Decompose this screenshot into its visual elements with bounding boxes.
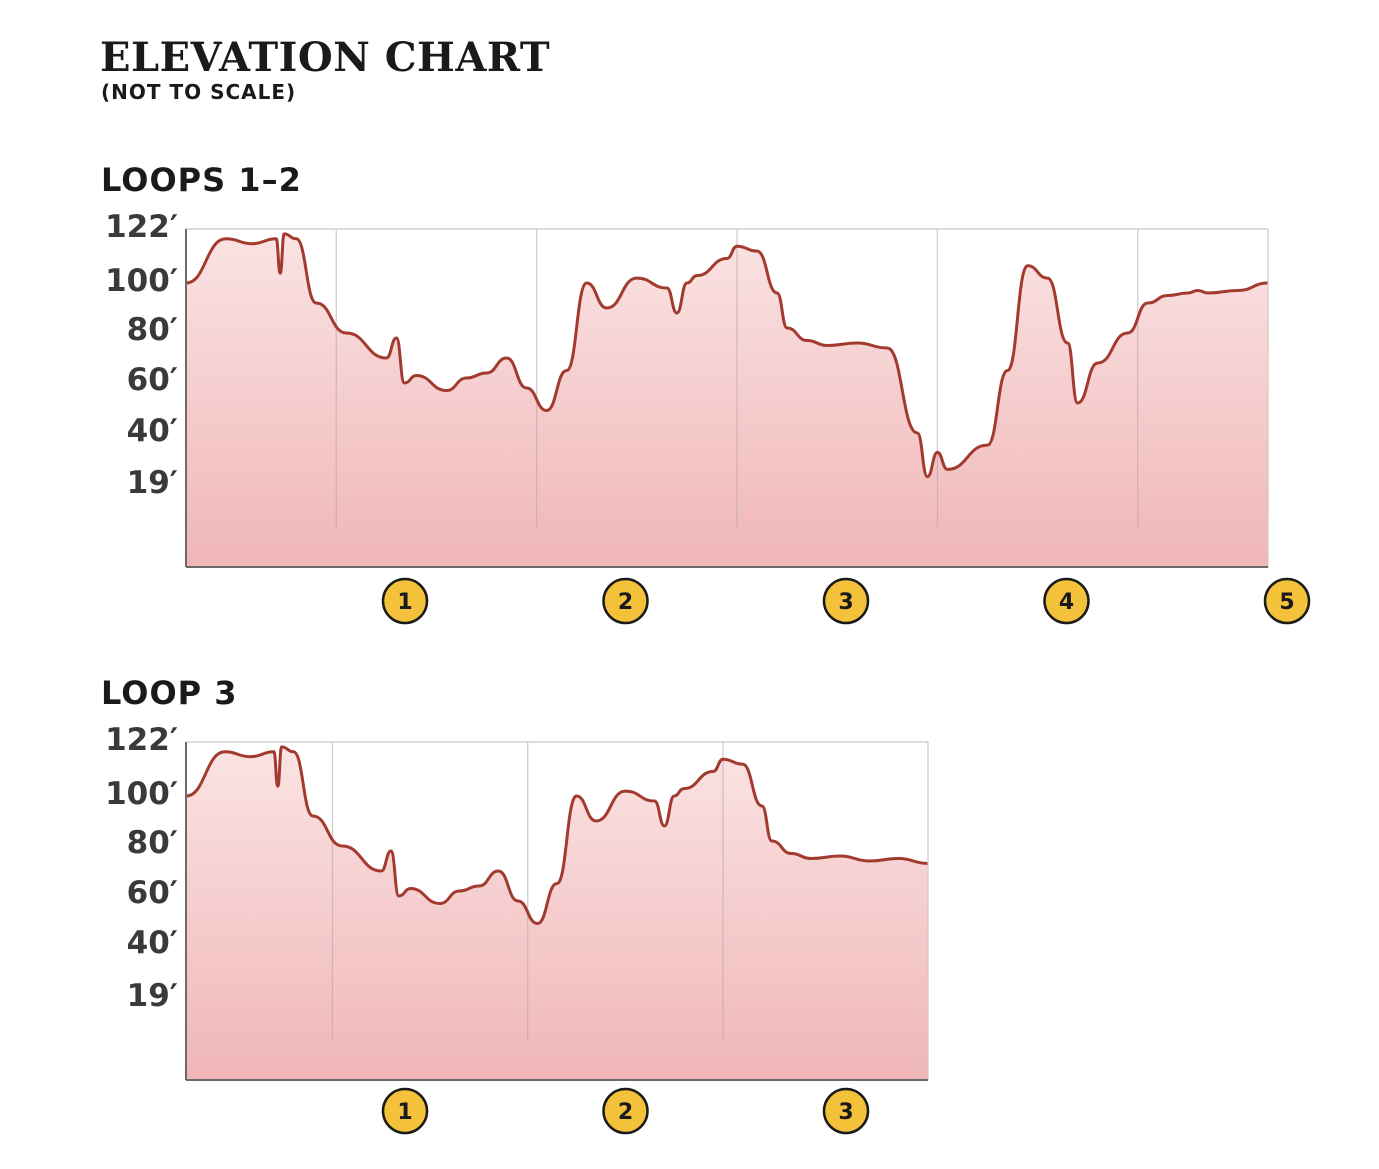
loop-3-mile-marker-2: 2 xyxy=(602,1087,649,1135)
loops-1-2-y-tick-label: 40′ xyxy=(127,413,178,449)
loop-3-y-tick-label: 60′ xyxy=(127,875,178,911)
loops-1-2-mile-marker-5: 5 xyxy=(1263,577,1311,625)
loops-1-2-y-tick-label: 19′ xyxy=(127,465,178,501)
loops-1-2-y-tick-label: 100′ xyxy=(105,263,178,299)
loops-1-2-y-tick-label: 80′ xyxy=(127,312,178,348)
loops-1-2-mile-marker-4: 4 xyxy=(1043,577,1090,625)
loops-1-2-elevation-line xyxy=(186,232,1268,479)
loop-3-title: LOOP 3 xyxy=(101,674,238,712)
loop-3-y-tick-label: 122′ xyxy=(105,722,178,758)
loops-1-2-mile-marker-2: 2 xyxy=(602,577,649,625)
marker-circle xyxy=(602,1087,649,1135)
marker-circle xyxy=(822,1087,870,1135)
loops-1-2-mile-marker-1: 1 xyxy=(381,577,429,625)
loop-3-mile-marker-3: 3 xyxy=(822,1087,870,1135)
chart-subtitle: (NOT TO SCALE) xyxy=(101,80,297,104)
marker-circle xyxy=(381,577,429,625)
marker-label: 5 xyxy=(1279,590,1294,615)
loop-3-y-tick-label: 40′ xyxy=(127,925,178,961)
loop-3-y-tick-label: 80′ xyxy=(127,825,178,861)
loops-1-2-elevation-area xyxy=(186,233,1268,567)
loop-3-y-tick-label: 19′ xyxy=(127,978,178,1014)
marker-label: 4 xyxy=(1059,590,1074,615)
loops-1-2-y-tick-label: 122′ xyxy=(105,209,178,245)
loop-3-mile-marker-1: 1 xyxy=(381,1087,429,1135)
marker-label: 1 xyxy=(397,1100,412,1125)
marker-circle xyxy=(1043,577,1090,625)
marker-label: 3 xyxy=(838,1100,853,1125)
loops-1-2-y-tick-label: 60′ xyxy=(127,362,178,398)
loops-1-2-mile-marker-3: 3 xyxy=(822,577,870,625)
marker-label: 2 xyxy=(618,590,633,615)
marker-circle xyxy=(381,1087,429,1135)
marker-circle xyxy=(1263,577,1311,625)
loops-1-2-chart: 122′ 100′ 80′ 60′ 40′ 19′ 1 2 3 4 5 xyxy=(105,209,1311,625)
loop-3-elevation-line xyxy=(186,745,928,925)
marker-circle xyxy=(602,577,649,625)
loop-3-y-tick-label: 100′ xyxy=(105,776,178,812)
chart-title: ELEVATION CHART xyxy=(100,34,551,81)
marker-label: 3 xyxy=(838,590,853,615)
loop-3-elevation-area xyxy=(186,746,928,1080)
marker-label: 1 xyxy=(397,590,412,615)
marker-circle xyxy=(822,577,870,625)
marker-label: 2 xyxy=(618,1100,633,1125)
loops-1-2-title: LOOPS 1–2 xyxy=(101,161,302,199)
